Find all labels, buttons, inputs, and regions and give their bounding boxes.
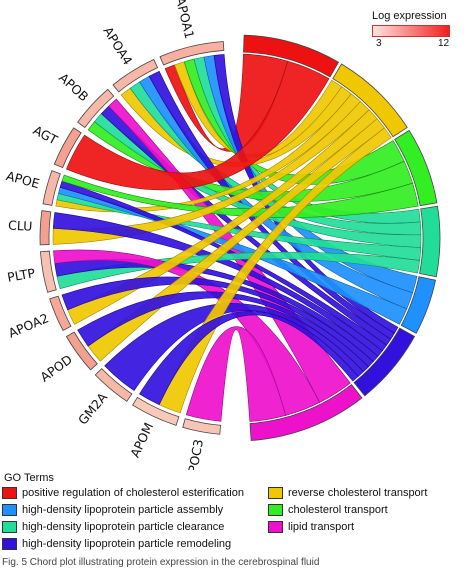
legend-title: GO Terms xyxy=(4,472,54,484)
scale-min-label: 3 xyxy=(376,38,382,49)
legend-swatch xyxy=(2,503,17,516)
gene-label-apoa4: APOA4 xyxy=(100,24,135,68)
term-arc-lipid-transport xyxy=(249,384,363,441)
gene-arc-apoa2 xyxy=(49,295,72,332)
gene-label-apoc3: APOC3 xyxy=(184,438,207,470)
legend-item-positive-regulation-of-cholesterol-esterification: positive regulation of cholesterol ester… xyxy=(2,486,244,499)
gene-arc-apoe xyxy=(42,170,61,206)
gene-arc-apoa4 xyxy=(112,58,159,93)
gene-arc-apod xyxy=(65,331,98,371)
gene-arc-pltp xyxy=(40,250,57,293)
legend-item-reverse-cholesterol-transport: reverse cholesterol transport xyxy=(268,486,427,499)
legend-swatch xyxy=(268,486,283,499)
term-arc-high-density-lipoprotein-particle-remodeling xyxy=(353,327,416,397)
chord-ribbon-apom-reverse-cholesterol-transport xyxy=(158,127,392,414)
term-arc-reverse-cholesterol-transport xyxy=(332,63,408,138)
legend-label: lipid transport xyxy=(288,520,355,533)
gene-label-apoe: APOE xyxy=(5,168,42,191)
chord-ribbon-clu-high-density-lipoprotein-particle-remodeling xyxy=(52,212,383,357)
gene-label-agt: AGT xyxy=(31,122,61,147)
gene-label-apoa1: APOA1 xyxy=(173,0,197,40)
chord-ribbon-apom-high-density-lipoprotein-particle-remodeling xyxy=(139,311,359,406)
expression-scale: Log expression 3 12 xyxy=(366,10,466,49)
gene-arc-apob xyxy=(77,88,115,129)
term-arc-positive-regulation-of-cholesterol-esterification xyxy=(243,34,340,78)
gene-label-gm2a: GM2A xyxy=(75,389,111,427)
gene-arc-apoa1 xyxy=(159,41,225,66)
figure-caption: Fig. 5 Chord plot illustrating protein e… xyxy=(2,557,320,568)
gene-arc-apom xyxy=(132,396,180,426)
gene-label-apod: APOD xyxy=(37,352,75,385)
legend-swatch xyxy=(268,520,283,533)
gene-arc-apoc3 xyxy=(182,418,222,435)
gene-label-apob: APOB xyxy=(56,70,92,104)
scale-max-label: 12 xyxy=(438,38,450,49)
gene-label-pltp: PLTP xyxy=(6,265,37,285)
chord-ribbon-apoe-high-density-lipoprotein-particle-clearance xyxy=(56,193,422,261)
legend-label: positive regulation of cholesterol ester… xyxy=(22,486,244,499)
term-arc-high-density-lipoprotein-particle-assembly xyxy=(400,276,437,334)
scale-gradient-bar xyxy=(372,25,450,37)
legend-item-lipid-transport: lipid transport xyxy=(268,520,354,533)
legend-label: high-density lipoprotein particle assemb… xyxy=(22,503,224,516)
scale-title: Log expression xyxy=(372,10,447,22)
legend-item-high-density-lipoprotein-particle-assembly: high-density lipoprotein particle assemb… xyxy=(2,503,223,516)
gene-arc-agt xyxy=(53,127,82,169)
term-arc-cholesterol-transport xyxy=(394,129,438,207)
legend-swatch xyxy=(2,537,17,550)
go-terms-legend: GO Terms positive regulation of choleste… xyxy=(0,472,474,554)
chord-ribbon-apoc3-lipid-transport xyxy=(185,326,287,422)
gene-label-apom: APOM xyxy=(127,420,156,460)
chord-ribbons xyxy=(52,53,422,422)
gene-arcs xyxy=(39,41,225,435)
legend-item-cholesterol-transport: cholesterol transport xyxy=(268,503,388,516)
legend-item-high-density-lipoprotein-particle-clearance: high-density lipoprotein particle cleara… xyxy=(2,520,224,533)
scale-ticks: 3 12 xyxy=(366,37,466,49)
gene-label-apoa2: APOA2 xyxy=(6,310,51,340)
chord-ribbon-apoa4-high-density-lipoprotein-particle-remodeling xyxy=(148,70,395,340)
gene-arc-clu xyxy=(39,210,52,246)
legend-item-high-density-lipoprotein-particle-remodeling: high-density lipoprotein particle remode… xyxy=(2,537,231,550)
go-term-arcs xyxy=(243,34,441,441)
legend-swatch xyxy=(268,503,283,516)
term-arc-high-density-lipoprotein-particle-clearance xyxy=(419,205,441,278)
legend-label: high-density lipoprotein particle remode… xyxy=(22,537,232,550)
chord-ribbon-agt-positive-regulation-of-cholesterol-esterification xyxy=(66,60,330,191)
chord-ribbon-apoa2-reverse-cholesterol-transport xyxy=(67,109,378,325)
legend-swatch xyxy=(2,486,17,499)
chord-ribbon-apoe-cholesterol-transport xyxy=(61,174,419,218)
legend-label: reverse cholesterol transport xyxy=(288,486,428,499)
legend-swatch xyxy=(2,520,17,533)
gene-arc-gm2a xyxy=(94,368,133,402)
legend-label: high-density lipoprotein particle cleara… xyxy=(22,520,225,533)
gene-label-clu: CLU xyxy=(8,218,33,234)
legend-label: cholesterol transport xyxy=(288,503,388,516)
